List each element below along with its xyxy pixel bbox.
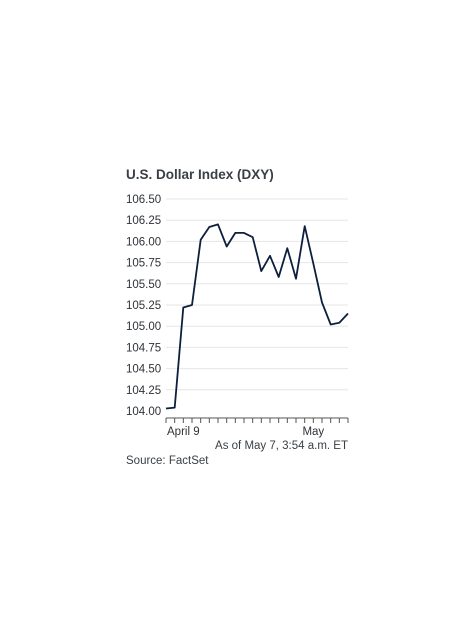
y-tick-label: 106.00 [126,236,161,248]
y-tick-label: 104.25 [126,385,161,397]
source-note: Source: FactSet [126,455,209,467]
y-tick-label: 105.50 [126,279,161,291]
y-tick-label: 105.00 [126,321,161,333]
dxy-series-line [165,223,349,410]
y-tick-label: 105.75 [126,258,161,270]
y-tick-label: 104.75 [126,342,161,354]
y-tick-label: 106.50 [126,194,161,206]
y-tick-label: 105.25 [126,300,161,312]
x-tick-label: May [302,426,324,438]
gridlines [166,198,348,391]
y-tick-label: 106.25 [126,215,161,227]
series-layer [165,223,349,410]
y-tick-label: 104.00 [126,406,161,418]
y-tick-label: 104.50 [126,364,161,376]
chart-title: U.S. Dollar Index (DXY) [126,167,274,182]
y-axis-labels: 106.50 106.25 106.00 105.75 105.50 105.25 105.… [126,194,161,418]
x-axis: April 9 May [165,417,349,438]
x-tick-label: April 9 [167,426,200,438]
as-of-note: As of May 7, 3:54 a.m. ET [215,440,348,452]
